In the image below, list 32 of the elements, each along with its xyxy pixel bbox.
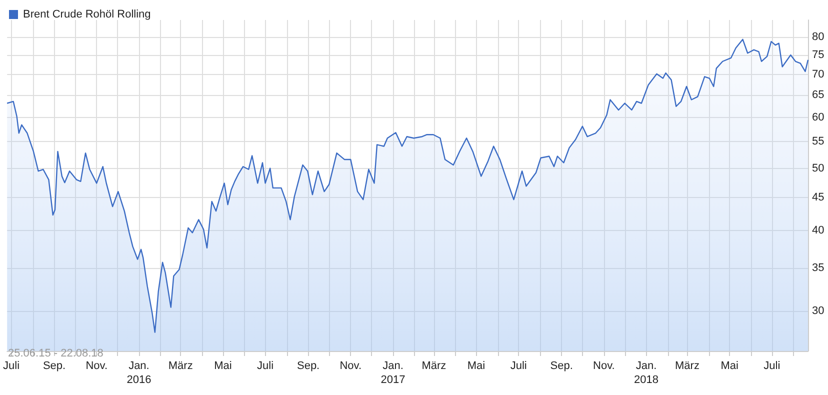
x-tick-label: Jan. 2017 bbox=[380, 360, 406, 386]
x-tick-label: März bbox=[422, 360, 446, 372]
x-tick-label: Jan. 2016 bbox=[126, 360, 152, 386]
x-tick-label: Juli bbox=[257, 360, 274, 372]
x-tick-label: Sep. bbox=[296, 360, 320, 372]
y-tick-label: 65 bbox=[812, 88, 824, 101]
x-tick-label: Sep. bbox=[550, 360, 573, 372]
y-tick-label: 75 bbox=[812, 48, 824, 61]
x-tick-label: März bbox=[675, 360, 700, 372]
y-tick-label: 60 bbox=[812, 111, 824, 124]
x-tick-label: Nov. bbox=[593, 360, 615, 372]
x-tick-label: Juli bbox=[510, 360, 527, 372]
x-tick-label: Juli bbox=[2, 360, 20, 372]
x-tick-label: Nov. bbox=[340, 360, 362, 372]
legend-label: Brent Crude Rohöl Rolling bbox=[23, 8, 151, 20]
y-tick-label: 45 bbox=[812, 192, 824, 204]
x-tick-label: Juli bbox=[764, 360, 780, 372]
x-tick-label: Sep. bbox=[42, 360, 66, 372]
x-tick-label: Mai bbox=[467, 360, 486, 372]
y-tick-label: 80 bbox=[812, 30, 824, 43]
y-tick-label: 70 bbox=[812, 68, 824, 80]
y-tick-label: 40 bbox=[812, 224, 824, 237]
y-tick-label: 30 bbox=[812, 305, 824, 318]
x-tick-label: März bbox=[168, 360, 193, 372]
annotation: 25.06.15 - 22.08.18 bbox=[8, 348, 104, 360]
x-tick-label: Mai bbox=[214, 360, 232, 372]
y-tick-label: 55 bbox=[812, 136, 824, 148]
y-tick-label: 50 bbox=[812, 162, 824, 174]
x-tick-label: Mai bbox=[720, 360, 738, 372]
y-tick-label: 35 bbox=[812, 262, 824, 274]
x-tick-label: Nov. bbox=[86, 360, 108, 372]
x-tick-label: Jan. 2018 bbox=[634, 360, 659, 386]
